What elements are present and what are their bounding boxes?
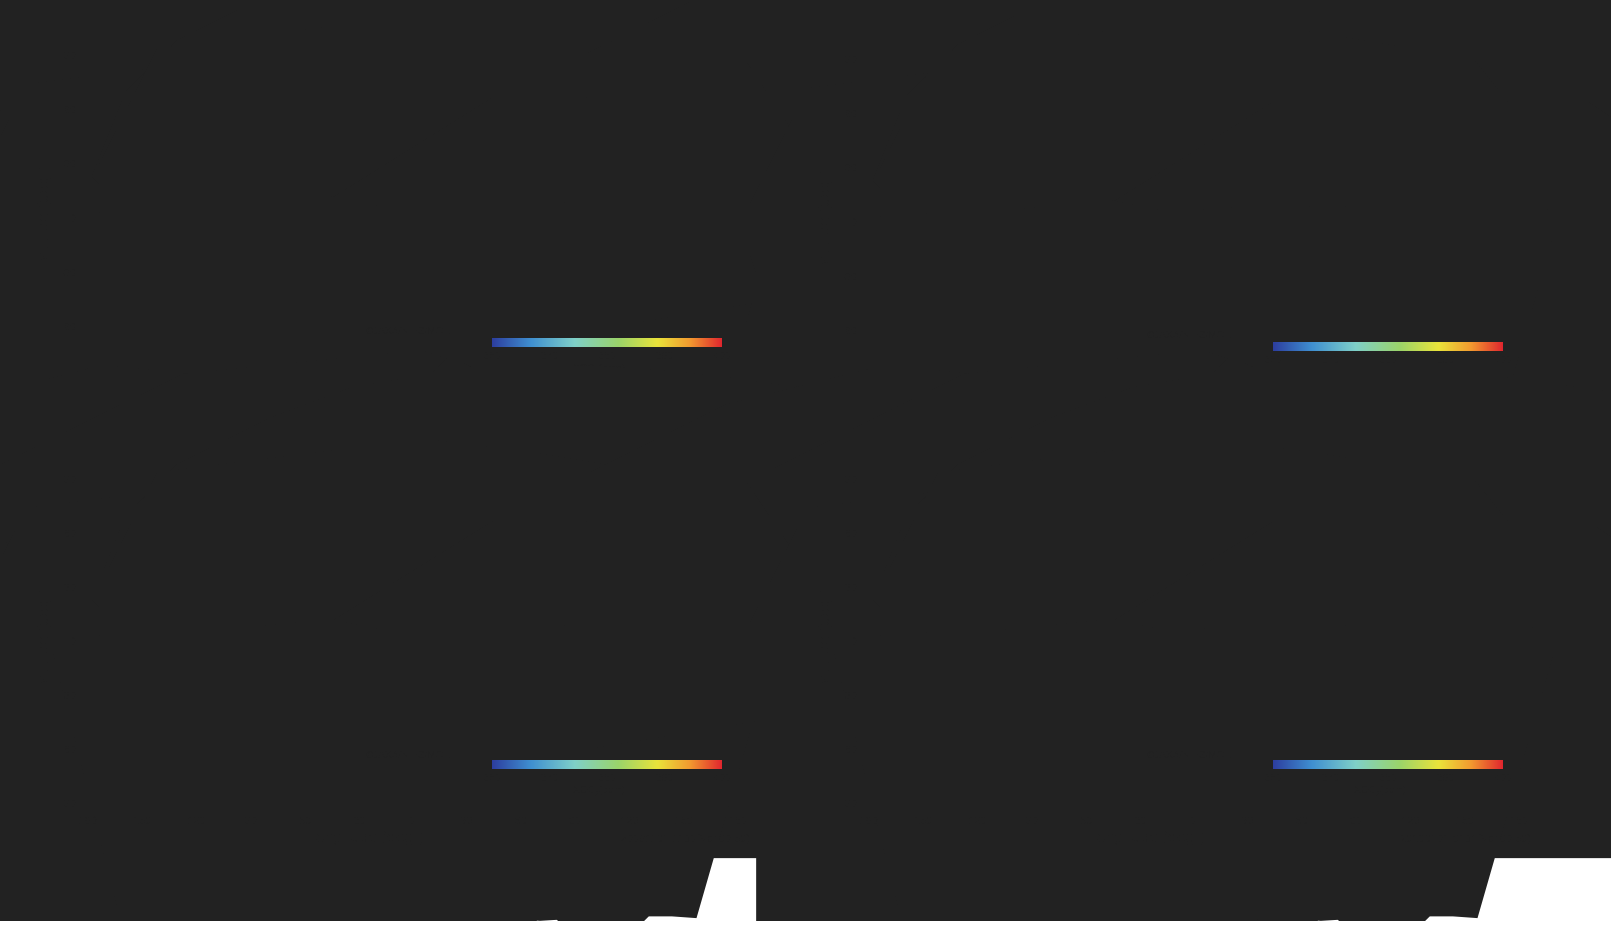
y-tick-label: -60 (60, 744, 76, 756)
colorbar-tick-label: 380 (598, 350, 616, 362)
y-axis-title: Latitude (deg.) (35, 166, 52, 269)
y-tick-label: 90 (845, 474, 857, 486)
x-tick-label: -60 (1076, 815, 1092, 827)
x-tick-label: 180 (729, 815, 747, 827)
x-tick-label: -30 (1131, 815, 1147, 827)
colorbar-tick-label: 370 (540, 772, 558, 784)
coastline (867, 85, 1519, 365)
period-label: 20091101-1130(Ver.00.50) (621, 833, 750, 845)
period-label: 20100101-0131(Ver.00.50) (1400, 833, 1531, 845)
y-tick-label: 90 (845, 54, 857, 66)
colorbar-tick-label: 370 (1321, 354, 1339, 366)
colorbar-tick-label: 390 (1436, 772, 1454, 784)
colorbar-tick-label: 400 (713, 350, 731, 362)
y-axis-title: Latitude (deg.) (816, 170, 833, 273)
copyright-label: ©JAXA/NIES/MOE (1147, 330, 1231, 341)
colorbar-label: XCO2(ppm) (573, 785, 625, 798)
x-tick-label: 60 (1296, 815, 1308, 827)
colorbar-tick-label: 390 (1436, 354, 1454, 366)
x-tick-label: -180 (75, 815, 97, 827)
y-tick-label: 30 (64, 582, 76, 594)
y-tick-label: 60 (64, 528, 76, 540)
y-tick-label: 90 (64, 50, 76, 62)
x-tick-label: -150 (129, 815, 151, 827)
x-tick-label: 120 (620, 815, 638, 827)
copyright-label: ©JAXA/NIES/MOE (1147, 750, 1231, 761)
x-tick-label: 90 (1350, 815, 1362, 827)
colorbar (1273, 342, 1503, 351)
x-tick-label: 30 (1241, 815, 1253, 827)
x-axis-title: Longitude (deg.) (307, 829, 424, 846)
colorbar-tick-label: 380 (1379, 772, 1397, 784)
y-tick-label: -30 (841, 271, 857, 283)
y-tick-label: 0 (70, 213, 76, 225)
x-tick-label: 120 (1401, 815, 1419, 827)
colorbar-tick-label: 360 (1264, 354, 1282, 366)
colorbar-tick-label: 380 (598, 772, 616, 784)
y-tick-label: 60 (845, 528, 857, 540)
x-tick-label: 90 (569, 815, 581, 827)
x-tick-label: 60 (515, 815, 527, 827)
y-tick-label: 90 (64, 474, 76, 486)
colorbar-tick-label: 400 (713, 772, 731, 784)
colorbar-tick-label: 390 (655, 772, 673, 784)
colorbar-tick-label: 380 (1379, 354, 1397, 366)
y-tick-label: -60 (841, 744, 857, 756)
y-tick-label: -90 (841, 798, 857, 810)
copyright-label: ©JAXA/NIES/MOE (366, 750, 450, 761)
y-tick-label: 30 (64, 159, 76, 171)
y-tick-label: -30 (841, 690, 857, 702)
colorbar (492, 338, 722, 347)
y-tick-label: -60 (60, 322, 76, 334)
x-tick-label: -90 (241, 815, 257, 827)
y-tick-label: -90 (60, 798, 76, 810)
y-axis-title: Latitude (deg.) (816, 589, 833, 692)
x-tick-label: 0 (409, 815, 415, 827)
colorbar-tick-label: 360 (1264, 772, 1282, 784)
y-tick-label: 0 (851, 217, 857, 229)
x-tick-label: 0 (1190, 815, 1196, 827)
colorbar-tick-label: 360 (483, 350, 501, 362)
coastline (867, 505, 1519, 784)
x-tick-label: -120 (965, 815, 987, 827)
y-tick-label: 30 (845, 163, 857, 175)
y-tick-label: -60 (841, 326, 857, 338)
x-tick-label: -120 (184, 815, 206, 827)
y-tick-label: -30 (60, 690, 76, 702)
colorbar-tick-label: 370 (540, 350, 558, 362)
y-tick-label: 0 (70, 636, 76, 648)
x-tick-label: 150 (1455, 815, 1473, 827)
colorbar-tick-label: 400 (1494, 772, 1512, 784)
x-tick-label: -90 (1022, 815, 1038, 827)
x-tick-label: -30 (350, 815, 366, 827)
copyright-label: ©JAXA/NIES/MOE (366, 326, 450, 337)
x-tick-label: -180 (856, 815, 878, 827)
colorbar-label: XCO2(ppm) (1354, 785, 1406, 798)
colorbar-tick-label: 370 (1321, 772, 1339, 784)
y-axis-title: Latitude (deg.) (35, 589, 52, 692)
colorbar-tick-label: 400 (1494, 354, 1512, 366)
y-tick-label: 60 (845, 108, 857, 120)
colorbar-tick-label: 390 (655, 350, 673, 362)
y-tick-label: 60 (64, 104, 76, 116)
colorbar-tick-label: 360 (483, 772, 501, 784)
y-tick-label: 30 (845, 582, 857, 594)
y-tick-label: -30 (60, 267, 76, 279)
x-tick-label: -150 (910, 815, 932, 827)
x-tick-label: 150 (674, 815, 692, 827)
x-tick-label: 30 (460, 815, 472, 827)
colorbar (1273, 760, 1503, 769)
x-tick-label: 180 (1510, 815, 1528, 827)
map-panel: 90 60 30 0 -30 -60 -90 -180 -150 -120 -90 -60 -30 0 30… (816, 474, 1531, 846)
x-axis-title: Longitude (deg.) (1088, 829, 1205, 846)
colorbar (492, 760, 722, 769)
x-tick-label: -60 (295, 815, 311, 827)
y-tick-label: 0 (851, 636, 857, 648)
